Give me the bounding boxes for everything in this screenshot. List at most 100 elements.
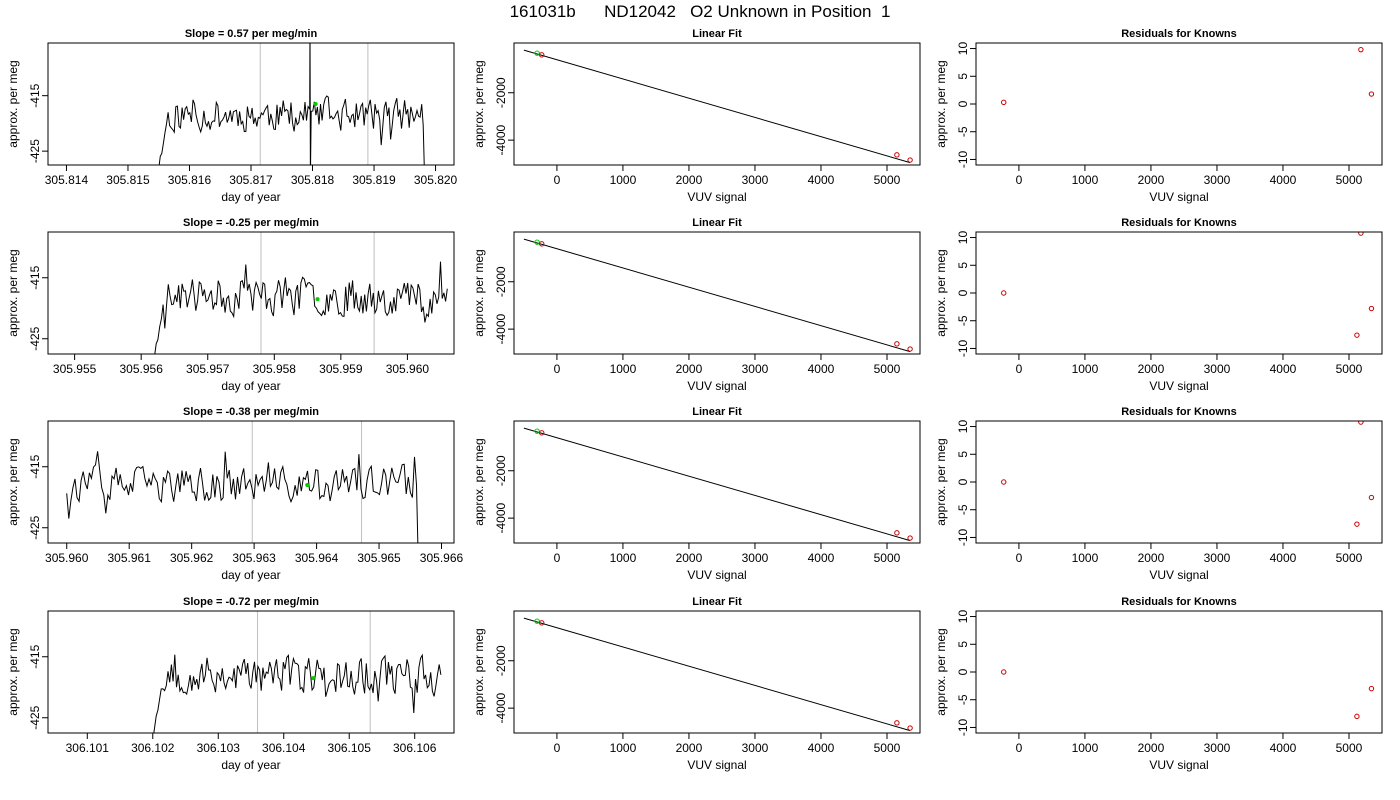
data-point-red bbox=[894, 720, 900, 726]
x-tick-label: 305.959 bbox=[319, 362, 363, 376]
x-tick-label: 3000 bbox=[742, 741, 769, 755]
x-tick-label: 306.105 bbox=[328, 741, 372, 755]
x-tick-label: 3000 bbox=[1204, 362, 1231, 376]
x-axis-label: VUV signal bbox=[687, 568, 746, 582]
x-tick-label: 306.101 bbox=[66, 741, 110, 755]
y-axis-label: approx. per meg bbox=[934, 249, 948, 336]
x-tick-label: 305.817 bbox=[229, 173, 273, 187]
data-point-red bbox=[1368, 494, 1375, 501]
x-tick-label: 2000 bbox=[1138, 362, 1165, 376]
x-tick-label: 3000 bbox=[742, 362, 769, 376]
plot-area bbox=[154, 232, 448, 354]
green-point bbox=[305, 483, 310, 488]
x-tick-label: 305.819 bbox=[352, 173, 396, 187]
panel-title: Residuals for Knowns bbox=[1121, 596, 1237, 608]
x-tick-label: 1000 bbox=[610, 362, 637, 376]
plot-frame bbox=[975, 610, 1383, 734]
y-tick-label: -10 bbox=[956, 718, 970, 736]
x-tick-label: 305.958 bbox=[253, 362, 297, 376]
data-trace bbox=[153, 653, 442, 733]
x-axis-label: VUV signal bbox=[1149, 190, 1208, 204]
data-point-red bbox=[1001, 479, 1007, 485]
x-tick-label: 305.960 bbox=[386, 362, 430, 376]
x-tick-label: 4000 bbox=[1270, 173, 1297, 187]
y-tick-label: -425 bbox=[28, 705, 42, 729]
y-tick-label: 5 bbox=[956, 641, 970, 648]
y-tick-label: -5 bbox=[956, 315, 970, 326]
timeseries-4-panel: Slope = -0.72 per meg/min 306.101 306.102 3… bbox=[6, 596, 455, 772]
panel-title: Linear Fit bbox=[692, 217, 742, 229]
x-tick-label: 4000 bbox=[808, 173, 835, 187]
data-point-red bbox=[1354, 332, 1360, 338]
y-tick-label: -415 bbox=[28, 454, 42, 478]
y-tick-label: -4000 bbox=[494, 313, 508, 344]
data-point-red bbox=[539, 620, 545, 626]
data-point-red bbox=[539, 52, 545, 58]
data-point-red bbox=[907, 725, 913, 731]
x-tick-label: 5000 bbox=[1336, 741, 1363, 755]
y-tick-label: 0 bbox=[956, 289, 970, 296]
timeseries-1-panel: Slope = 0.57 per meg/min 305.814 305.815 30… bbox=[6, 28, 458, 204]
plot-frame bbox=[975, 231, 1383, 355]
x-tick-label: 305.815 bbox=[106, 173, 150, 187]
x-axis-label: VUV signal bbox=[1149, 758, 1208, 772]
plot-area bbox=[1001, 669, 1375, 720]
x-axis-label: VUV signal bbox=[687, 379, 746, 393]
panel-title: Linear Fit bbox=[692, 28, 742, 40]
y-tick-label: -5 bbox=[956, 126, 970, 137]
fit-line bbox=[523, 49, 911, 164]
y-tick-label: -2000 bbox=[494, 77, 508, 108]
resid-1-panel: Residuals for Knowns 0 1000 2000 3000 4000 500… bbox=[934, 28, 1383, 204]
y-tick-label: -425 bbox=[28, 139, 42, 163]
plot-area bbox=[1001, 232, 1375, 338]
x-tick-label: 306.104 bbox=[262, 741, 306, 755]
x-tick-label: 5000 bbox=[1336, 362, 1363, 376]
data-point-red bbox=[1358, 46, 1364, 53]
plot-frame bbox=[975, 42, 1383, 166]
data-trace bbox=[66, 451, 419, 543]
x-tick-label: 4000 bbox=[808, 741, 835, 755]
y-axis-label: approx. per meg bbox=[472, 438, 486, 525]
y-tick-label: 0 bbox=[956, 478, 970, 485]
y-axis-label: approx. per meg bbox=[934, 438, 948, 525]
y-tick-label: 10 bbox=[956, 42, 970, 56]
panel-title: Linear Fit bbox=[692, 406, 742, 418]
plot-area bbox=[1001, 46, 1375, 106]
x-tick-label: 1000 bbox=[610, 173, 637, 187]
x-tick-label: 1000 bbox=[1072, 741, 1099, 755]
x-axis-label: day of year bbox=[221, 379, 280, 393]
x-tick-label: 305.957 bbox=[186, 362, 230, 376]
x-tick-label: 305.960 bbox=[45, 551, 89, 565]
y-axis-label: approx. per meg bbox=[6, 438, 20, 525]
x-tick-label: 1000 bbox=[610, 551, 637, 565]
y-tick-label: -5 bbox=[956, 694, 970, 705]
plot-frame bbox=[47, 420, 455, 544]
data-point-green bbox=[534, 50, 540, 56]
plot-area bbox=[523, 427, 913, 542]
x-tick-label: 4000 bbox=[808, 551, 835, 565]
data-point-red bbox=[539, 241, 545, 247]
panel-title: Slope = -0.25 per meg/min bbox=[183, 217, 319, 229]
y-tick-label: -415 bbox=[28, 265, 42, 289]
data-point-red bbox=[1001, 290, 1007, 296]
x-tick-label: 1000 bbox=[1072, 362, 1099, 376]
x-tick-label: 5000 bbox=[874, 173, 901, 187]
x-tick-label: 5000 bbox=[874, 551, 901, 565]
data-point-red bbox=[907, 346, 913, 352]
x-tick-label: 305.820 bbox=[414, 173, 458, 187]
fit-2-panel: Linear Fit 0 1000 2000 3000 4000 5000 -2000 -400… bbox=[472, 217, 921, 393]
x-tick-label: 2000 bbox=[1138, 173, 1165, 187]
y-tick-label: -5 bbox=[956, 504, 970, 515]
fit-3-panel: Linear Fit 0 1000 2000 3000 4000 5000 -2000 -400… bbox=[472, 406, 921, 582]
x-tick-label: 305.966 bbox=[420, 551, 464, 565]
data-point-red bbox=[1368, 305, 1375, 312]
x-tick-label: 1000 bbox=[1072, 551, 1099, 565]
x-tick-label: 306.106 bbox=[393, 741, 437, 755]
x-tick-label: 0 bbox=[1016, 741, 1023, 755]
data-point-green bbox=[534, 428, 540, 434]
x-tick-label: 305.814 bbox=[45, 173, 89, 187]
green-point bbox=[313, 102, 318, 106]
resid-2-panel: Residuals for Knowns 0 1000 2000 3000 4000 500… bbox=[934, 217, 1383, 393]
panel-title: Residuals for Knowns bbox=[1121, 217, 1237, 229]
plot-frame bbox=[513, 231, 921, 355]
